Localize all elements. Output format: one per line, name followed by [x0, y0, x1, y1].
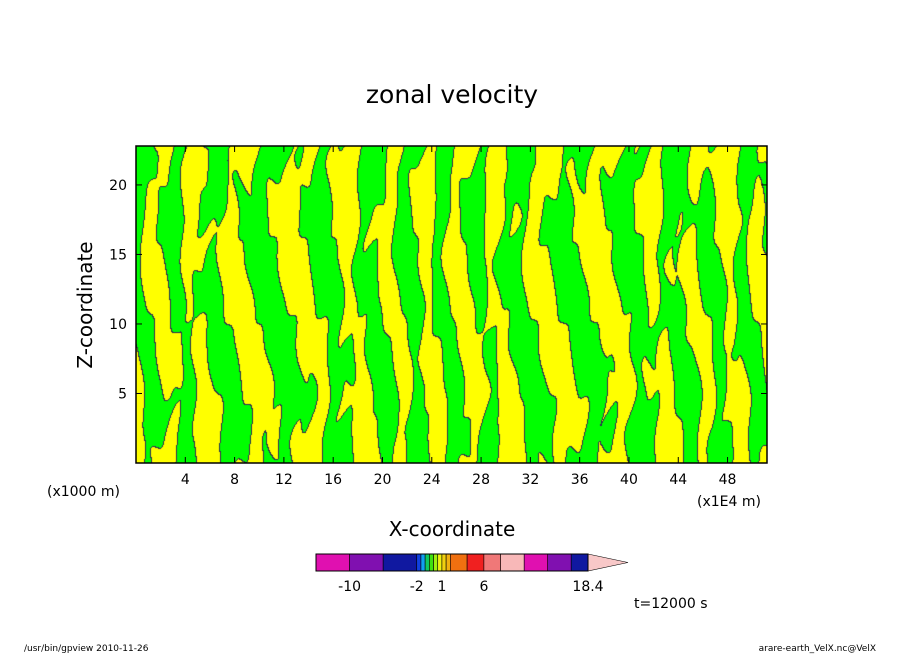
- colorbar-segment: [424, 553, 430, 572]
- colorbar-label: 6: [479, 579, 488, 595]
- colorbar-segment: [429, 553, 434, 572]
- plot-frame: [135, 145, 768, 464]
- x-tick-label: 32: [521, 472, 539, 488]
- colorbar-label: 18.4: [572, 579, 603, 595]
- colorbar-segment: [570, 553, 589, 572]
- footer-left: /usr/bin/gpview 2010-11-26: [24, 644, 149, 654]
- colorbar-segment: [547, 553, 572, 572]
- y-axis-ticks: 5 10 15 20: [109, 178, 767, 402]
- colorbar-frame: [315, 553, 589, 572]
- footer-right: arare-earth_VelX.nc@VelX: [759, 644, 876, 654]
- x-tick-label: 16: [324, 472, 342, 488]
- x-unit-left: (x1000 m): [47, 484, 120, 500]
- chart-title: zonal velocity: [366, 80, 538, 109]
- colorbar-segment: [315, 553, 350, 572]
- colorbar-segment: [349, 553, 384, 572]
- x-tick-label: 44: [669, 472, 687, 488]
- colorbar-segment: [420, 553, 426, 572]
- colorbar-label: 1: [437, 579, 446, 595]
- colorbar-labels: -10 -2 1 6 18.4: [338, 579, 604, 595]
- x-tick-label: 48: [719, 472, 737, 488]
- colorbar-label: -10: [338, 579, 361, 595]
- colorbar-segment: [483, 553, 501, 572]
- x-tick-label: 12: [275, 472, 293, 488]
- time-label: t=12000 s: [634, 596, 708, 612]
- x-tick-label: 20: [374, 472, 392, 488]
- x-axis-ticks: 4 8 12 16 20 24 28 32 36 40 44 48: [181, 146, 737, 488]
- x-axis-label: X-coordinate: [389, 517, 516, 541]
- y-tick-label: 10: [109, 317, 127, 333]
- x-tick-label: 40: [620, 472, 638, 488]
- x-tick-label: 24: [423, 472, 441, 488]
- y-axis-label: Z-coordinate: [73, 241, 97, 368]
- colorbar-segment: [437, 553, 443, 572]
- x-unit-right: (x1E4 m): [697, 494, 761, 510]
- x-tick-label: 28: [472, 472, 490, 488]
- colorbar-arrow: [587, 553, 629, 572]
- colorbar-segment: [433, 553, 439, 572]
- field-raster: [136, 146, 767, 463]
- y-tick-label: 20: [109, 178, 127, 194]
- colorbar-segment: [466, 553, 485, 572]
- colorbar-segment: [382, 553, 418, 572]
- y-tick-label: 15: [109, 247, 127, 263]
- colorbar-segment: [500, 553, 525, 572]
- colorbar-segment: [416, 553, 422, 572]
- x-tick-label: 8: [230, 472, 239, 488]
- colorbar: [315, 553, 629, 572]
- colorbar-segment: [450, 553, 468, 572]
- colorbar-segment: [445, 553, 451, 572]
- x-tick-label: 36: [571, 472, 589, 488]
- colorbar-segment: [441, 553, 447, 572]
- velocity-field: [136, 146, 767, 463]
- colorbar-segment: [523, 553, 549, 572]
- y-tick-label: 5: [118, 386, 127, 402]
- colorbar-label: -2: [410, 579, 424, 595]
- x-tick-label: 4: [181, 472, 190, 488]
